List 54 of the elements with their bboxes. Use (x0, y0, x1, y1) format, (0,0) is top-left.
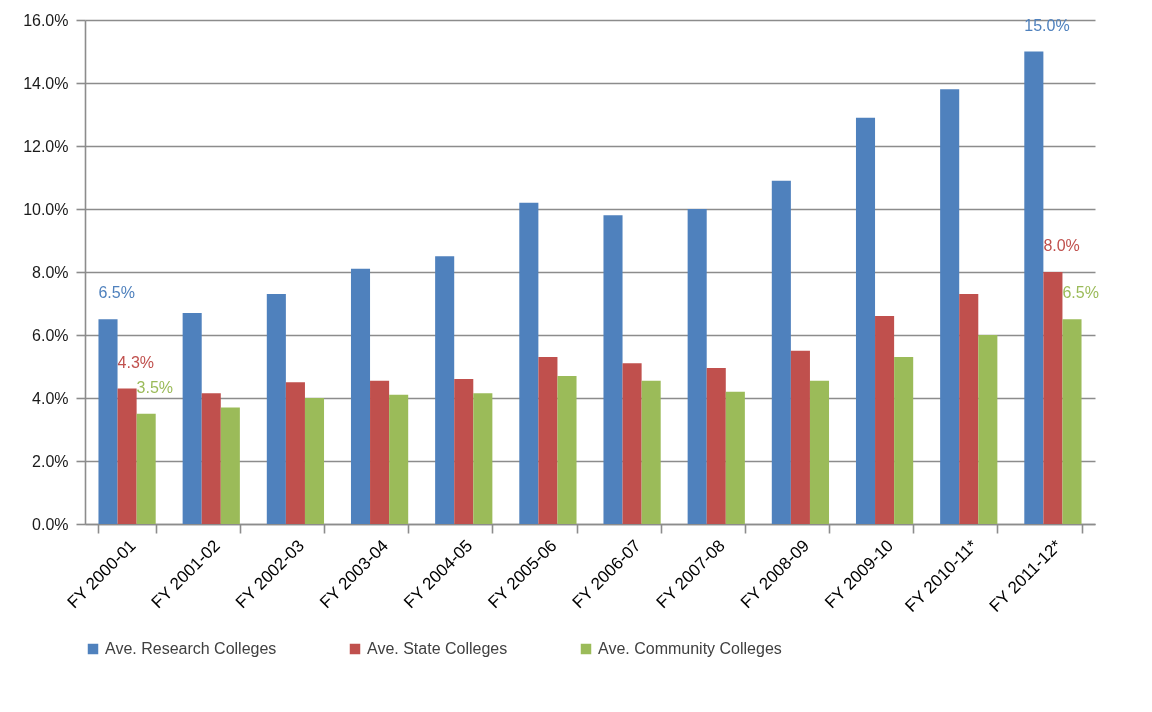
bar (201, 393, 221, 524)
bar (978, 335, 998, 524)
legend-label: Ave. State Colleges (367, 640, 508, 657)
bar (557, 375, 577, 524)
bar (959, 294, 979, 524)
bar (771, 180, 791, 524)
bar (940, 89, 960, 524)
y-tick-label: 16.0% (23, 11, 69, 29)
bar (1062, 319, 1082, 524)
y-tick-label: 10.0% (23, 200, 69, 218)
data-label: 4.3% (117, 353, 155, 371)
bar (350, 268, 371, 524)
bar (641, 380, 661, 524)
bar (603, 215, 623, 524)
bar (435, 256, 455, 524)
bar (266, 294, 286, 524)
bar (538, 357, 558, 524)
y-tick-label: 2.0% (32, 452, 69, 470)
bar (894, 357, 914, 524)
bar (370, 380, 390, 524)
legend-label: Ave. Community Colleges (598, 640, 782, 657)
bar (622, 363, 642, 524)
y-tick-label: 14.0% (23, 74, 69, 92)
y-tick-label: 0.0% (32, 515, 69, 533)
bar (182, 312, 202, 524)
data-label: 6.5% (1062, 284, 1099, 302)
bar (519, 202, 539, 524)
bar (687, 209, 707, 524)
y-tick-label: 8.0% (32, 263, 69, 281)
bar (875, 316, 895, 524)
bar (304, 398, 325, 524)
y-tick-label: 4.0% (32, 389, 69, 407)
bar (220, 407, 240, 524)
bar (1043, 272, 1063, 524)
bar (136, 413, 156, 524)
bar (389, 394, 409, 524)
y-tick-label: 6.0% (32, 326, 69, 344)
bar (98, 319, 118, 524)
data-label: 6.5% (98, 284, 135, 302)
y-tick-label: 12.0% (23, 137, 69, 155)
legend-label: Ave. Research Colleges (105, 640, 277, 657)
bar (285, 382, 305, 524)
bar (725, 391, 745, 524)
bar (855, 117, 876, 524)
bar (706, 368, 726, 524)
data-label: 8.0% (1043, 237, 1080, 254)
data-label: 3.5% (136, 378, 174, 396)
bar (1024, 51, 1044, 524)
bar (473, 393, 493, 524)
bar (790, 350, 810, 524)
bar (454, 379, 474, 524)
bar (117, 388, 137, 524)
data-label: 15.0% (1024, 16, 1070, 34)
bar (809, 380, 830, 524)
